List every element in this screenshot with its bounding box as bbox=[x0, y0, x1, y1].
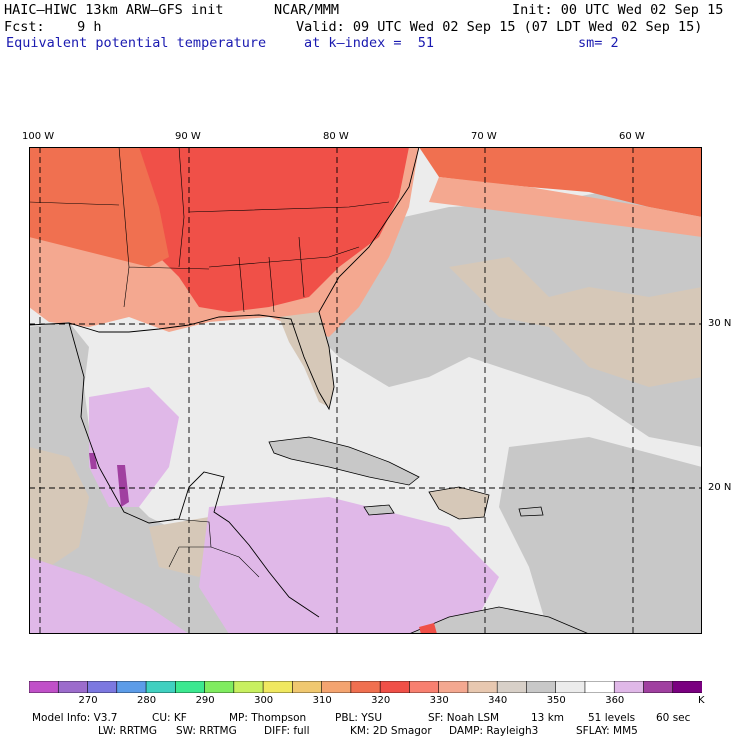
colorbar-tick-label: 280 bbox=[137, 695, 157, 706]
footer-mp: MP: Thompson bbox=[229, 712, 307, 724]
valid-time: Valid: 09 UTC Wed 02 Sep 15 (07 LDT Wed … bbox=[296, 19, 703, 35]
south-america-land bbox=[408, 606, 590, 634]
pacific-lavender-region bbox=[29, 557, 189, 634]
colorbar-swatch bbox=[672, 681, 702, 693]
atlantic-red-band bbox=[419, 147, 702, 217]
colorbar-swatch bbox=[175, 681, 206, 693]
footer-sw: SW: RRTMG bbox=[176, 725, 237, 737]
footer-resolution: 13 km bbox=[531, 712, 565, 724]
gulf-coastline bbox=[29, 147, 420, 411]
colorbar-swatch bbox=[496, 681, 528, 693]
florida-region bbox=[279, 312, 334, 407]
footer-km: KM: 2D Smagor bbox=[350, 725, 432, 737]
theta-e-map bbox=[29, 147, 702, 634]
colorbar-swatch bbox=[438, 681, 469, 693]
atlantic-salmon-band bbox=[429, 177, 702, 237]
lon-label-70w: 70 W bbox=[471, 131, 497, 142]
colorbar-swatch bbox=[57, 681, 89, 693]
colorbar-swatch bbox=[262, 681, 294, 693]
colorbar-swatch bbox=[116, 681, 147, 693]
model-title: HAIC–HIWC 13km ARW–GFS init bbox=[4, 2, 224, 18]
puerto-rico bbox=[518, 506, 544, 517]
colorbar-swatch bbox=[379, 681, 411, 693]
footer-timestep: 60 sec bbox=[656, 712, 691, 724]
colorbar-tick-label: 360 bbox=[605, 695, 625, 706]
caribbean-lavender-region bbox=[199, 497, 499, 634]
colorbar-swatch bbox=[233, 681, 264, 693]
colorbar-tick-label: 340 bbox=[488, 695, 508, 706]
colorbar-tick-label: 320 bbox=[371, 695, 391, 706]
colorbar-swatch bbox=[409, 681, 440, 693]
footer-sflay: SFLAY: MM5 bbox=[576, 725, 638, 737]
colorbar-swatch bbox=[29, 681, 60, 693]
colorbar-swatch bbox=[350, 681, 381, 693]
colorbar-tick-label: 310 bbox=[312, 695, 332, 706]
eastern-grey-region bbox=[499, 437, 702, 634]
footer-lw: LW: RRTMG bbox=[98, 725, 157, 737]
colorbar-tick-label: 350 bbox=[546, 695, 566, 706]
lon-label-100w: 100 W bbox=[22, 131, 55, 142]
mexico-coastline bbox=[68, 322, 320, 618]
colorbar-tick-label: 300 bbox=[254, 695, 274, 706]
colorbar-swatch bbox=[145, 681, 177, 693]
deep-purple-streak bbox=[89, 453, 129, 507]
south-america-red-spot bbox=[419, 623, 437, 634]
colorbar-unit: K bbox=[698, 695, 705, 706]
colorbar-swatch bbox=[204, 681, 235, 693]
footer-levels: 51 levels bbox=[588, 712, 636, 724]
footer-model-info: Model Info: V3.7 bbox=[32, 712, 118, 724]
lat-label-30n: 30 N bbox=[708, 318, 732, 329]
hispaniola bbox=[428, 486, 490, 520]
forecast-hour: Fcst: 9 h bbox=[4, 19, 102, 35]
k-index: at k–index = 51 bbox=[304, 35, 435, 51]
colorbar-tick-label: 270 bbox=[78, 695, 98, 706]
colorbar-swatch bbox=[584, 681, 616, 693]
lon-label-90w: 90 W bbox=[175, 131, 201, 142]
colorbar-swatch bbox=[526, 681, 557, 693]
us-land-orange bbox=[29, 147, 169, 267]
colorbar-swatch bbox=[467, 681, 498, 693]
footer-damp: DAMP: Rayleigh3 bbox=[449, 725, 539, 737]
colorbar-swatch bbox=[613, 681, 645, 693]
cuba bbox=[268, 436, 420, 486]
us-land-red bbox=[109, 147, 409, 312]
smoothing: sm= 2 bbox=[578, 35, 619, 51]
colorbar-swatch bbox=[555, 681, 586, 693]
atlantic-tan-region bbox=[449, 257, 702, 387]
colorbar-tick-label: 330 bbox=[429, 695, 449, 706]
footer-cu: CU: KF bbox=[152, 712, 187, 724]
field-name: Equivalent potential temperature bbox=[6, 35, 267, 51]
gulf-lavender-region bbox=[89, 387, 179, 507]
footer-diff: DIFF: full bbox=[264, 725, 310, 737]
mexico-tan-patches bbox=[29, 447, 229, 577]
colorbar-swatch bbox=[87, 681, 118, 693]
colorbar-swatch bbox=[292, 681, 323, 693]
lon-label-60w: 60 W bbox=[619, 131, 645, 142]
graticule bbox=[29, 147, 702, 634]
colorbar-swatch bbox=[643, 681, 674, 693]
init-time: Init: 00 UTC Wed 02 Sep 15 bbox=[512, 2, 724, 18]
colorbar bbox=[29, 681, 702, 693]
colorbar-tick-label: 290 bbox=[195, 695, 215, 706]
footer-pbl: PBL: YSU bbox=[335, 712, 383, 724]
org-label: NCAR/MMM bbox=[274, 2, 340, 18]
lat-label-20n: 20 N bbox=[708, 482, 732, 493]
state-borders bbox=[29, 147, 390, 313]
footer-sf: SF: Noah LSM bbox=[428, 712, 500, 724]
lon-label-80w: 80 W bbox=[323, 131, 349, 142]
colorbar-swatch bbox=[321, 681, 352, 693]
central-america-borders bbox=[168, 518, 260, 578]
jamaica bbox=[363, 504, 395, 516]
map-frame bbox=[29, 147, 702, 634]
